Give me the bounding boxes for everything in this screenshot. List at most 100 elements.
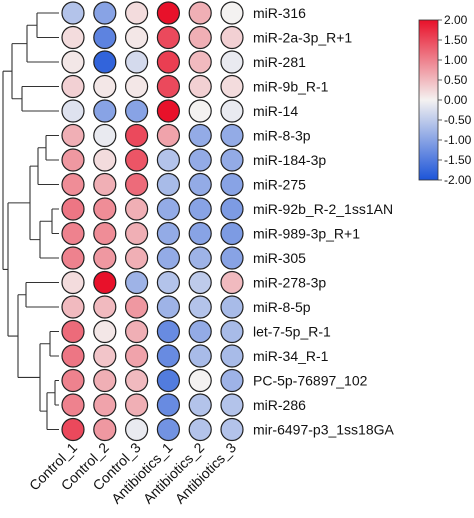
row-label: miR-9b_R-1 — [253, 79, 329, 95]
row-label: miR-316 — [253, 5, 306, 21]
cell-miR-305-Control_3 — [125, 246, 149, 270]
cell-miR-8-3p-Antibiotics_1 — [156, 123, 180, 148]
cell-miR-989-3p_R+1-Antibiotics_2 — [188, 221, 212, 246]
cell-miR-92b_R-2_1ss1AN-Antibiotics_2 — [188, 197, 212, 221]
cell-PC-5p-76897_102-Antibiotics_3 — [220, 368, 244, 393]
row-label: miR-14 — [253, 103, 298, 119]
cell-miR-34_R-1-Antibiotics_2 — [188, 344, 212, 368]
dendrogram-branch — [45, 134, 59, 161]
cell-miR-2a-3p_R+1-Control_3 — [125, 25, 149, 50]
cell-PC-5p-76897_102-Antibiotics_2 — [188, 368, 212, 393]
cell-miR-316-Antibiotics_3 — [220, 1, 244, 25]
dendrogram-branch — [46, 392, 59, 431]
cell-miR-305-Antibiotics_3 — [220, 246, 244, 270]
cell-miR-281-Antibiotics_2 — [188, 50, 212, 74]
cell-miR-184-3p-Control_3 — [125, 148, 149, 172]
dendrogram-branch — [39, 343, 50, 412]
cell-miR-275-Antibiotics_3 — [220, 172, 244, 197]
cell-miR-184-3p-Antibiotics_2 — [188, 148, 212, 172]
colorbar-tick-label: 0.50 — [444, 73, 468, 87]
row-labels: miR-316 miR-2a-3p_R+1 miR-281 miR-9b_R-1 miR… — [253, 5, 395, 438]
cell-miR-8-5p-Control_3 — [125, 295, 149, 319]
cell-miR-286-Antibiotics_1 — [156, 393, 180, 417]
row-label: miR-34_R-1 — [253, 348, 329, 364]
cell-miR-14-Antibiotics_3 — [220, 99, 244, 123]
dendrogram-branch — [37, 147, 59, 186]
cell-miR-316-Control_3 — [125, 1, 149, 25]
cell-miR-281-Antibiotics_1 — [156, 50, 180, 74]
cell-mir-6497-p3_1ss18GA-Antibiotics_2 — [188, 417, 212, 442]
cell-PC-5p-76897_102-Control_1 — [61, 368, 85, 393]
cell-miR-8-5p-Control_2 — [93, 295, 117, 319]
cell-miR-316-Control_2 — [93, 1, 117, 25]
cell-miR-286-Antibiotics_3 — [220, 393, 244, 417]
cell-miR-8-5p-Antibiotics_1 — [156, 295, 180, 319]
cell-miR-34_R-1-Control_2 — [93, 344, 117, 368]
cell-miR-14-Control_3 — [125, 99, 149, 123]
cell-miR-281-Control_3 — [125, 50, 149, 74]
cell-mir-6497-p3_1ss18GA-Control_3 — [125, 417, 149, 442]
cell-miR-286-Control_2 — [93, 393, 117, 417]
dendrogram-branch — [49, 330, 59, 357]
row-label: let-7-5p_R-1 — [253, 324, 331, 340]
cell-miR-2a-3p_R+1-Antibiotics_1 — [156, 25, 180, 50]
cell-miR-34_R-1-Antibiotics_1 — [156, 344, 180, 368]
cell-miR-278-3p-Antibiotics_1 — [156, 270, 180, 295]
cell-miR-9b_R-1-Control_2 — [93, 74, 117, 99]
colorbar-tick-label: 1.50 — [444, 33, 468, 47]
cell-miR-275-Antibiotics_2 — [188, 172, 212, 197]
colorbar-tick-label: 0.00 — [444, 93, 468, 107]
colorbar-tick-label: -2.00 — [444, 173, 472, 187]
cell-miR-14-Antibiotics_1 — [156, 99, 180, 123]
colorbar-tick-label: -1.50 — [444, 153, 472, 167]
cell-PC-5p-76897_102-Antibiotics_1 — [156, 368, 180, 393]
cell-miR-9b_R-1-Antibiotics_3 — [220, 74, 244, 99]
cell-miR-34_R-1-Control_1 — [61, 344, 85, 368]
row-label: miR-8-3p — [253, 128, 311, 144]
cell-miR-8-5p-Control_1 — [61, 295, 85, 319]
cell-mir-6497-p3_1ss18GA-Antibiotics_1 — [156, 417, 180, 442]
cell-miR-305-Control_1 — [61, 246, 85, 270]
cell-miR-316-Antibiotics_2 — [188, 1, 212, 25]
cell-miR-2a-3p_R+1-Antibiotics_2 — [188, 25, 212, 50]
colorbar-tick-label: -0.50 — [444, 113, 472, 127]
cell-miR-14-Control_1 — [61, 99, 85, 123]
cell-miR-286-Antibiotics_2 — [188, 393, 212, 417]
cell-miR-281-Control_2 — [93, 50, 117, 74]
cell-miR-2a-3p_R+1-Antibiotics_3 — [220, 25, 244, 50]
cell-mir-6497-p3_1ss18GA-Antibiotics_3 — [220, 417, 244, 442]
cell-miR-34_R-1-Antibiotics_3 — [220, 344, 244, 368]
column-labels: Control_1Control_2Control_3Antibiotics_1… — [26, 439, 239, 507]
cell-miR-9b_R-1-Control_1 — [61, 74, 85, 99]
row-label: mir-6497-p3_1ss18GA — [253, 422, 395, 438]
row-label: miR-184-3p — [253, 152, 326, 168]
cell-miR-2a-3p_R+1-Control_2 — [93, 25, 117, 50]
cell-miR-989-3p_R+1-Antibiotics_1 — [156, 221, 180, 246]
colorbar-tick-label: 2.00 — [444, 13, 468, 27]
colorbar: 2.00 1.50 1.00 0.50 0.00 -0.50 -1.00 -1.50 -2.00 — [418, 13, 472, 187]
cell-miR-8-5p-Antibiotics_3 — [220, 295, 244, 319]
row-label: miR-989-3p_R+1 — [253, 226, 360, 242]
dendrogram-branch — [7, 202, 30, 337]
cell-mir-6497-p3_1ss18GA-Control_2 — [93, 417, 117, 442]
row-label: miR-8-5p — [253, 299, 311, 315]
heatmap-cells — [61, 1, 244, 442]
cell-PC-5p-76897_102-Control_3 — [125, 368, 149, 393]
dendrogram-branch — [2, 70, 12, 271]
cell-miR-34_R-1-Control_3 — [125, 344, 149, 368]
cell-miR-92b_R-2_1ss1AN-Control_2 — [93, 197, 117, 221]
dendrogram-branch — [39, 220, 59, 259]
row-dendrogram — [2, 12, 59, 431]
colorbar-ticks: 2.00 1.50 1.00 0.50 0.00 -0.50 -1.00 -1.50 -2.00 — [438, 13, 472, 187]
row-label: miR-281 — [253, 54, 306, 70]
dendrogram-branch — [54, 379, 59, 406]
row-label: miR-92b_R-2_1ss1AN — [253, 201, 393, 217]
cell-PC-5p-76897_102-Control_2 — [93, 368, 117, 393]
cell-miR-281-Antibiotics_3 — [220, 50, 244, 74]
cell-miR-92b_R-2_1ss1AN-Control_3 — [125, 197, 149, 221]
cell-miR-989-3p_R+1-Control_2 — [93, 221, 117, 246]
cell-miR-989-3p_R+1-Antibiotics_3 — [220, 221, 244, 246]
cell-miR-184-3p-Antibiotics_3 — [220, 148, 244, 172]
row-label: PC-5p-76897_102 — [253, 373, 368, 389]
